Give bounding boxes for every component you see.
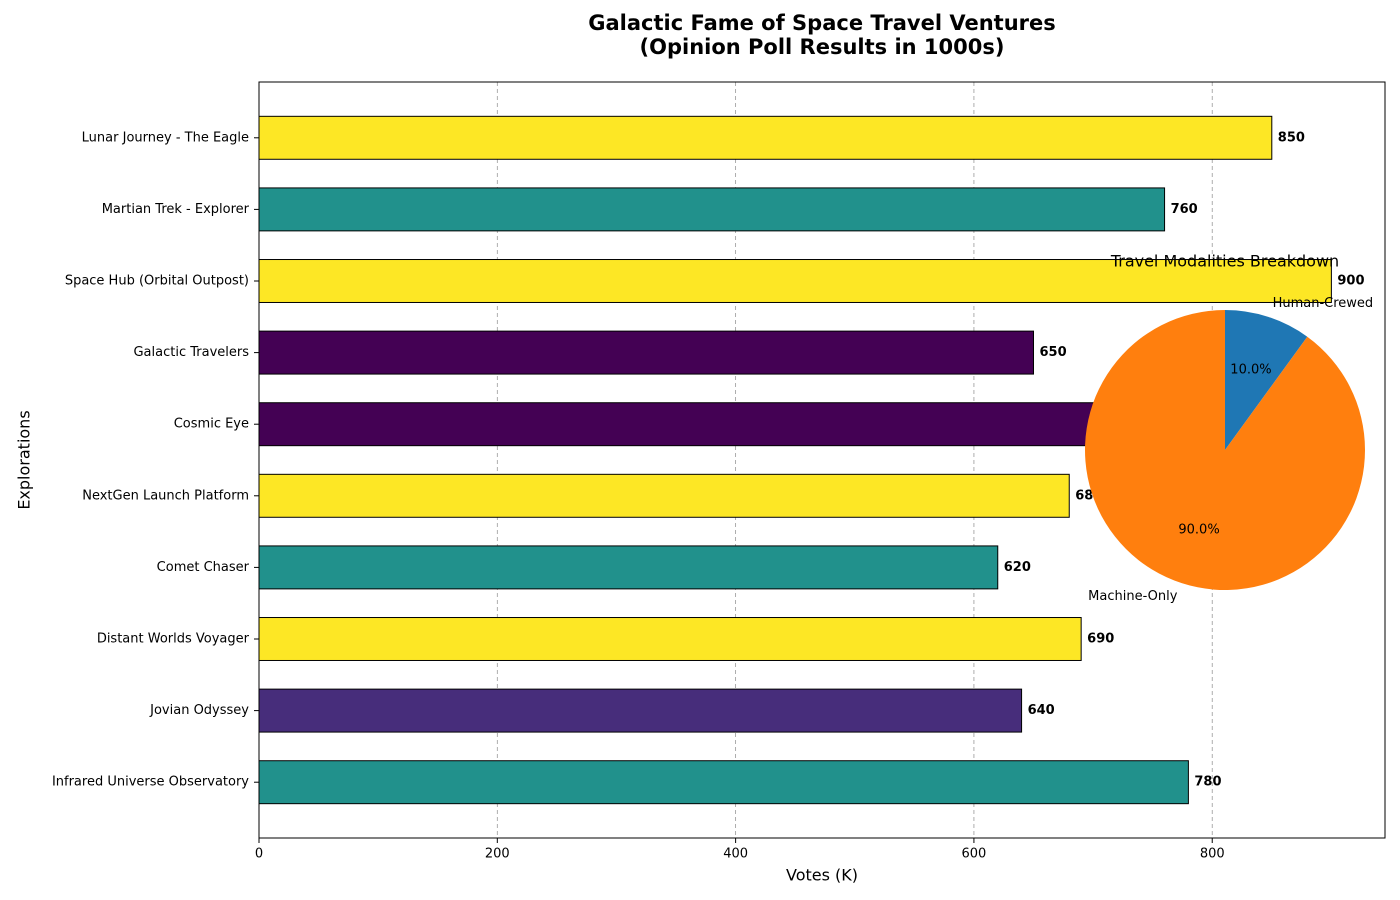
x-tick-label: 200 [485,847,510,862]
plot-frame [258,81,1386,839]
value-label: 640 [1028,703,1055,718]
bar [258,330,1034,375]
pie-slice [1084,310,1365,591]
y-tick-label: Distant Worlds Voyager [97,632,250,647]
value-label: 760 [1171,202,1198,217]
x-tick-label: 800 [1200,847,1225,862]
value-label: 780 [1194,775,1221,790]
y-axis-label: Explorations [15,410,34,509]
chart-title: Galactic Fame of Space Travel Ventures [588,11,1056,35]
x-tick-label: 600 [962,847,987,862]
pie-slice [1225,310,1308,450]
pie-value-label: 90.0% [1178,522,1219,537]
value-label: 620 [1004,560,1031,575]
y-tick-label: Infrared Universe Observatory [52,775,249,790]
pie-value-label: 10.0% [1230,363,1271,378]
bar [258,259,1332,303]
y-tick-label: Space Hub (Orbital Outpost) [65,274,249,289]
bar [258,688,1023,733]
pie-label: Machine-Only [1088,589,1178,604]
y-tick-label: Galactic Travelers [133,345,249,360]
chart-subtitle: (Opinion Poll Results in 1000s) [640,35,1005,59]
y-tick-label: Lunar Journey - The Eagle [82,130,249,145]
bar [258,545,999,590]
x-tick-label: 0 [255,847,263,862]
value-label: 650 [1039,345,1066,360]
y-tick-label: Jovian Odyssey [149,703,249,718]
value-label: 900 [1337,274,1364,289]
y-tick-label: Cosmic Eye [174,417,249,432]
pie-label: Human-Crewed [1273,296,1374,311]
x-axis-label: Votes (K) [786,866,858,885]
value-label: 850 [1278,130,1305,145]
y-tick-label: Martian Trek - Explorer [102,202,250,217]
x-tick-label: 400 [723,847,748,862]
y-tick-label: Comet Chaser [157,560,250,575]
bar [258,115,1273,160]
pie-title: Travel Modalities Breakdown [1110,252,1339,271]
bar [258,402,1118,447]
value-label: 690 [1087,632,1114,647]
bar [258,473,1070,518]
y-tick-label: NextGen Launch Platform [82,488,249,503]
bar [258,187,1166,232]
bar [258,617,1082,661]
bar [258,760,1189,805]
